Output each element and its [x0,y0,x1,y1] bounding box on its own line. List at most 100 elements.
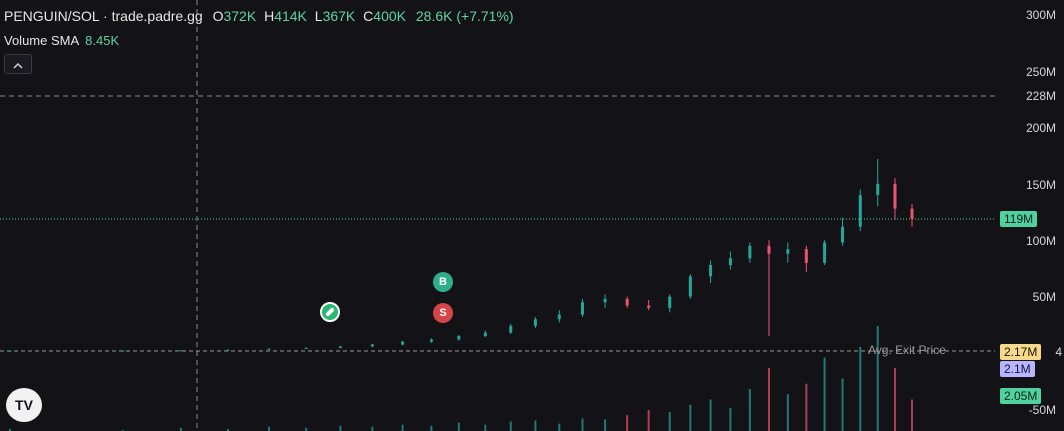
volume-bar [748,389,751,431]
low-key: L [314,8,323,24]
candle-body [893,183,897,209]
volume-bar [768,368,771,431]
tradingview-logo[interactable]: TV [6,388,42,422]
close-key: C [363,8,374,24]
volume-sma-value: 8.45K [85,33,120,48]
candle-body [841,226,845,243]
candle-body [786,249,790,254]
axis-tick-200m: 200M [1025,121,1056,135]
axis-tick-250m: 250M [1025,65,1056,79]
axis-overflow-digit: 4 [1055,345,1062,359]
candle-body [121,350,125,352]
candle-body [8,350,12,352]
volume-bar [709,399,712,431]
axis-tick-minus-50m: -50M [1028,403,1056,417]
volume-bar [371,426,374,431]
volume-bar [689,404,692,431]
axis-tick-50m: 50M [1032,290,1056,304]
volume-bar [305,427,308,431]
volume-bar [121,429,124,431]
volume-bar [604,419,607,431]
open-key: O [212,8,224,24]
close-value: 400K [373,8,406,24]
volume-bars [9,326,913,431]
candle-body [688,276,692,297]
candle-body [304,347,308,349]
volume-bar [823,357,826,431]
candle-body [910,208,914,219]
volume-bar [509,421,512,431]
volume-legend: Volume SMA 8.45K [4,33,119,48]
candle-body [429,339,433,342]
pill-glyph [325,307,335,317]
axis-tick-100m: 100M [1025,234,1056,248]
candle-body [226,349,230,351]
volume-bar [647,410,650,431]
volume-bar [626,415,629,431]
open-value: 372K [223,8,257,24]
pill-icon[interactable] [320,302,340,322]
candle-body [876,183,880,196]
volume-bar [805,383,808,431]
candle-body [748,245,752,259]
buy-marker[interactable]: B [433,272,453,292]
volume-bar [268,426,271,431]
candle-body [179,350,183,352]
volume-bar [457,422,460,431]
candle-body [483,332,487,337]
volume-bar [786,394,789,431]
price-axis[interactable]: 300M 250M 228M 200M 150M 100M 50M -50M 1… [995,0,1064,431]
candle-body [401,341,405,345]
avg-exit-price-badge: 2.17M [1000,344,1042,360]
candle-body [668,296,672,308]
candle-body [728,258,732,266]
candle-body [767,245,771,254]
current-price-badge: 119M [1000,211,1038,227]
chevron-up-icon [13,62,23,69]
axis-tick-300m: 300M [1025,8,1056,22]
volume-badge: 2.05M [1000,388,1042,404]
volume-bar [841,378,844,431]
volume-bar [226,428,229,431]
volume-bar [558,423,561,431]
volume-bar [876,326,879,431]
collapse-legend-button[interactable] [4,54,32,74]
high-value: 414K [274,8,307,24]
candle-body [858,195,862,227]
axis-tick-150m: 150M [1025,178,1056,192]
candle-body [580,302,584,315]
volume-sma-label: Volume SMA [4,33,80,48]
volume-bar [581,418,584,431]
volume-bar [484,424,487,431]
candle-body [804,249,808,263]
candle-body [267,348,271,350]
volume-bar [430,425,433,431]
candle-body [557,314,561,320]
volume-bar [893,368,896,431]
candle-body [709,265,713,277]
volume-bar [668,412,671,431]
candlestick-series [8,158,914,352]
ohlc-legend: PENGUIN/SOL · trade.padre.gg O372K H414K… [4,8,514,24]
candle-body [625,298,629,306]
volume-bar [729,407,732,431]
avg-exit-price-label: Avg. Exit Price [868,343,946,357]
price-chart-pane[interactable] [0,0,995,431]
candle-body [457,336,461,340]
sell-marker[interactable]: S [433,303,453,323]
axis-tick-228m: 228M [1025,89,1056,103]
candle-body [533,319,537,326]
candle-body [603,298,607,303]
candle-body [509,325,513,333]
volume-bar [859,347,862,431]
pair-title: PENGUIN/SOL · trade.padre.gg [4,8,203,24]
candle-body [823,242,827,263]
volume-bar [401,424,404,431]
volume-bar [339,425,342,431]
change-value: 28.6K (+7.71%) [415,8,514,24]
volume-bar [911,399,913,431]
candle-body [647,305,651,308]
low-value: 367K [322,8,356,24]
high-key: H [264,8,275,24]
